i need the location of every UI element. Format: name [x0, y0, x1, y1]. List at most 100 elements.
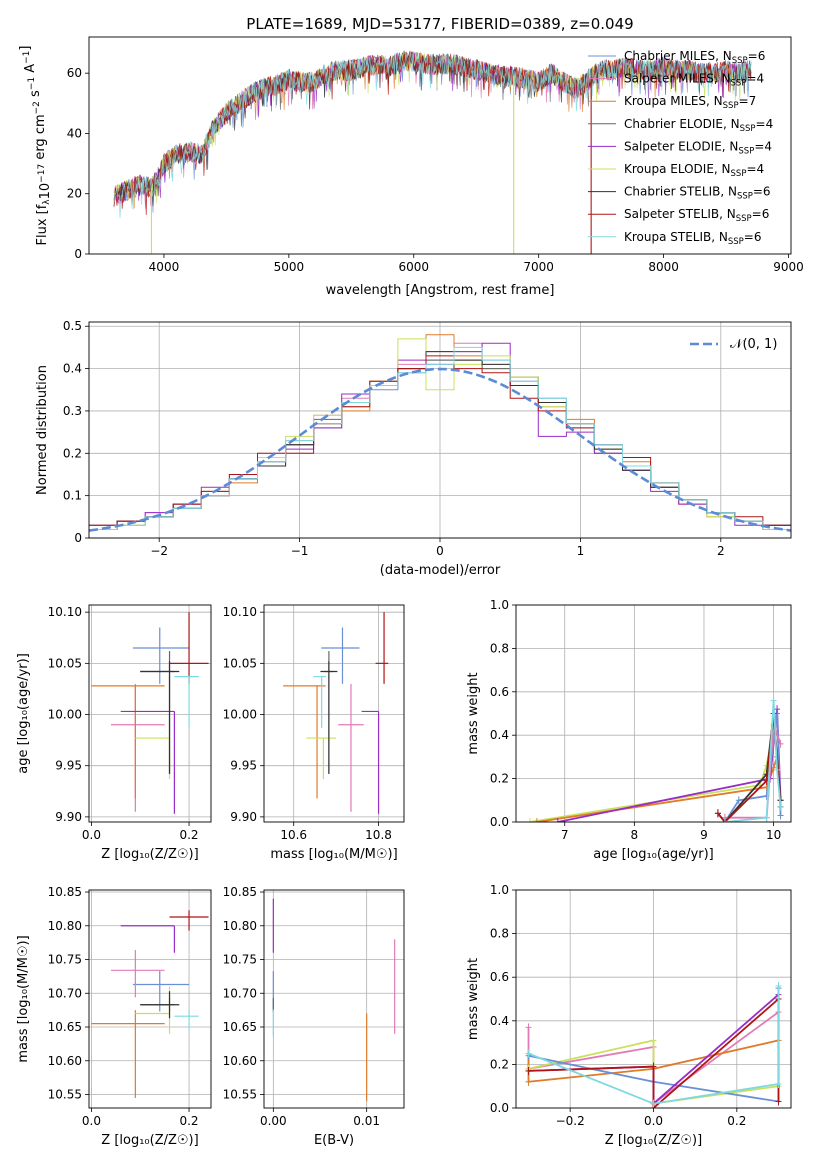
legend-sub: SSP: [731, 79, 747, 89]
legend-entry: Chabrier ELODIE, NSSP=4: [624, 117, 773, 134]
legend-entry: Kroupa ELODIE, NSSP=4: [624, 162, 764, 179]
x-tick-label: 4000: [149, 260, 180, 274]
legend-sub: SSP: [738, 146, 754, 156]
y-tick-label: 10.65: [223, 1020, 257, 1034]
legend-suffix: =6: [753, 185, 771, 199]
y-tick-label: 40: [67, 126, 82, 140]
axes-frame: [88, 321, 792, 539]
plot-area: [272, 898, 396, 1102]
y-tick-label: 10.00: [223, 708, 257, 722]
axes-frame: [515, 889, 792, 1109]
y-axis-label-part: A: [23, 64, 38, 77]
y-tick-label: 10.70: [223, 986, 257, 1000]
y-axis-label-part: −1: [22, 51, 32, 64]
plot-area: [113, 50, 752, 254]
y-tick-label: 10.65: [48, 1020, 82, 1034]
x-tick-label: 0.2: [179, 828, 198, 842]
x-axis-label: age [log₁₀(age/yr)]: [593, 847, 714, 862]
figure-title: PLATE=1689, MJD=53177, FIBERID=0389, z=0…: [246, 15, 633, 33]
residual-histogram-panel: −2 −1 0 1 2 0 0.1 0.2 0.3 0.4 0.5 (data-model)/erro…: [35, 319, 792, 578]
y-tick-label: 10.75: [48, 953, 82, 967]
legend-entry: Salpeter ELODIE, NSSP=4: [624, 139, 772, 156]
spectrum-line: [113, 52, 752, 219]
y-tick-label: 0.2: [490, 772, 509, 786]
y-tick-label: 0.8: [490, 641, 509, 655]
y-tick-label: 0.4: [490, 728, 509, 742]
y-tick-label: 10.05: [223, 656, 257, 670]
plot-area: [283, 612, 389, 814]
y-axis-label: Flux [fλ10−17 erg cm−2 s−1 A−1]: [18, 46, 53, 246]
y-tick-label: 0.2: [63, 446, 82, 460]
age-vs-z-panel: 0.0 0.2 9.90 9.95 10.00 10.05 10.10 Z [log₁₀(Z/…: [16, 604, 212, 862]
legend-entry: 𝒩(0, 1): [730, 337, 777, 352]
x-tick-label: 10.8: [365, 828, 392, 842]
x-axis-label: E(B-V): [314, 1133, 354, 1148]
x-tick-label: 0.0: [644, 1114, 663, 1128]
legend-label: Kroupa STELIB, N: [624, 230, 728, 244]
age-vs-mass-panel: 10.6 10.8 9.90 9.95 10.00 10.05 10.10 mass [log…: [223, 604, 405, 862]
y-tick-label: 10.10: [48, 605, 82, 619]
y-tick-label: 1.0: [490, 883, 509, 897]
legend-sub: SSP: [723, 101, 739, 111]
y-tick-label: 9.90: [55, 810, 82, 824]
plot-area: [525, 981, 782, 1108]
plot-area: [91, 910, 209, 1098]
x-tick-label: 0.0: [82, 828, 101, 842]
plot-area: [526, 696, 784, 822]
y-tick-label: 0.8: [490, 927, 509, 941]
axes-frame: [88, 889, 212, 1109]
y-axis-label-part: ]: [18, 46, 33, 51]
y-tick-label: 10.75: [223, 953, 257, 967]
y-axis-label-part: λ: [42, 199, 52, 205]
legend-suffix: =4: [754, 139, 772, 153]
y-tick-label: 9.95: [55, 759, 82, 773]
legend-sub: SSP: [731, 169, 747, 179]
y-tick-label: 10.60: [223, 1054, 257, 1068]
legend-sub: SSP: [736, 214, 752, 224]
y-tick-label: 10.55: [223, 1088, 257, 1102]
mass-weight-series: [528, 985, 780, 1105]
legend-entry: Kroupa MILES, NSSP=7: [624, 94, 756, 111]
y-tick-label: 9.90: [230, 810, 257, 824]
y-axis-label-part: s: [28, 90, 43, 101]
x-axis-label: Z [log₁₀(Z/Z☉)]: [101, 1133, 198, 1148]
spectrum-panel: 4000 5000 6000 7000 8000 9000 0 20 40 60 wavelengt…: [18, 36, 804, 298]
legend-suffix: =6: [752, 207, 770, 221]
axes-frame: [263, 889, 405, 1109]
x-tick-label: 7000: [523, 260, 554, 274]
y-tick-label: 10.70: [48, 986, 82, 1000]
x-axis-label: Z [log₁₀(Z/Z☉)]: [101, 847, 198, 862]
legend-label: Salpeter MILES, N: [624, 72, 731, 86]
axes-frame: [88, 36, 792, 255]
legend-entry: Salpeter STELIB, NSSP=6: [624, 207, 769, 224]
y-axis-label-part: 10: [38, 183, 53, 200]
y-tick-label: 0.0: [490, 1101, 509, 1115]
legend-entry: Kroupa STELIB, NSSP=6: [624, 230, 762, 247]
legend-entry: Chabrier STELIB, NSSP=6: [624, 185, 771, 202]
axes-frame: [515, 604, 792, 823]
legend-sub: SSP: [737, 192, 753, 202]
legend-suffix: =7: [739, 94, 757, 108]
x-tick-label: 5000: [274, 260, 305, 274]
x-tick-label: 10.6: [280, 828, 307, 842]
x-axis-label: Z [log₁₀(Z/Z☉)]: [605, 1133, 702, 1148]
y-axis-label: mass weight: [466, 958, 481, 1040]
y-tick-label: 10.80: [48, 919, 82, 933]
axes-frame: [263, 604, 405, 823]
x-tick-label: −0.2: [556, 1114, 585, 1128]
x-axis-label: wavelength [Angstrom, rest frame]: [326, 283, 555, 298]
y-tick-label: 0: [74, 531, 82, 545]
x-tick-label: 0.01: [353, 1114, 380, 1128]
mass-vs-z-panel: 0.0 0.2 10.55 10.60 10.65 10.70 10.75 10.80 10.8…: [16, 885, 212, 1148]
x-tick-label: 0.2: [727, 1114, 746, 1128]
mass-vs-ebv-panel: 0.00 0.01 10.55 10.60 10.65 10.70 10.75 10.80 10…: [223, 885, 405, 1148]
x-tick-label: 6000: [398, 260, 429, 274]
y-axis-label-part: erg cm: [33, 114, 48, 163]
x-tick-label: 0.2: [179, 1114, 198, 1128]
legend-label: Kroupa MILES, N: [624, 94, 723, 108]
x-tick-label: 10: [766, 828, 781, 842]
mass-weight-vs-z-panel: −0.2 0.0 0.2 0.0 0.2 0.4 0.6 0.8 1.0 Z [log₁₀(Z/Z…: [466, 883, 792, 1148]
legend-suffix: =4: [746, 72, 764, 86]
y-tick-label: 1.0: [490, 598, 509, 612]
legend-entry: Chabrier MILES, NSSP=6: [624, 49, 765, 66]
